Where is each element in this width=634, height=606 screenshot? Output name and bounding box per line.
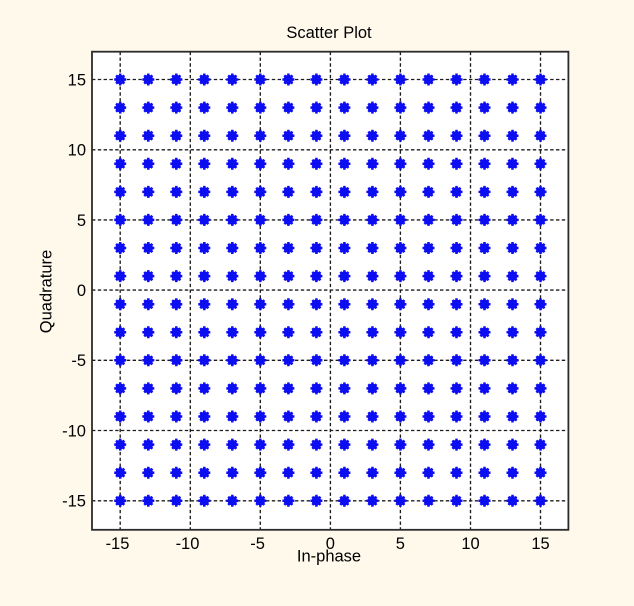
svg-text:0: 0 [77, 282, 86, 300]
svg-text:In-phase: In-phase [297, 547, 361, 565]
svg-text:-15: -15 [62, 493, 86, 511]
svg-text:-5: -5 [250, 535, 265, 553]
svg-text:10: 10 [68, 142, 86, 160]
svg-text:Scatter Plot: Scatter Plot [286, 24, 372, 42]
svg-text:15: 15 [68, 71, 86, 89]
svg-text:-10: -10 [62, 422, 86, 440]
svg-text:5: 5 [396, 535, 405, 553]
svg-text:Quadrature: Quadrature [38, 250, 56, 333]
svg-text:-10: -10 [176, 535, 200, 553]
svg-text:10: 10 [461, 535, 479, 553]
svg-text:0: 0 [326, 535, 335, 553]
svg-text:15: 15 [531, 535, 549, 553]
svg-text:-5: -5 [71, 352, 86, 370]
svg-text:5: 5 [77, 212, 86, 230]
svg-text:-15: -15 [106, 535, 130, 553]
